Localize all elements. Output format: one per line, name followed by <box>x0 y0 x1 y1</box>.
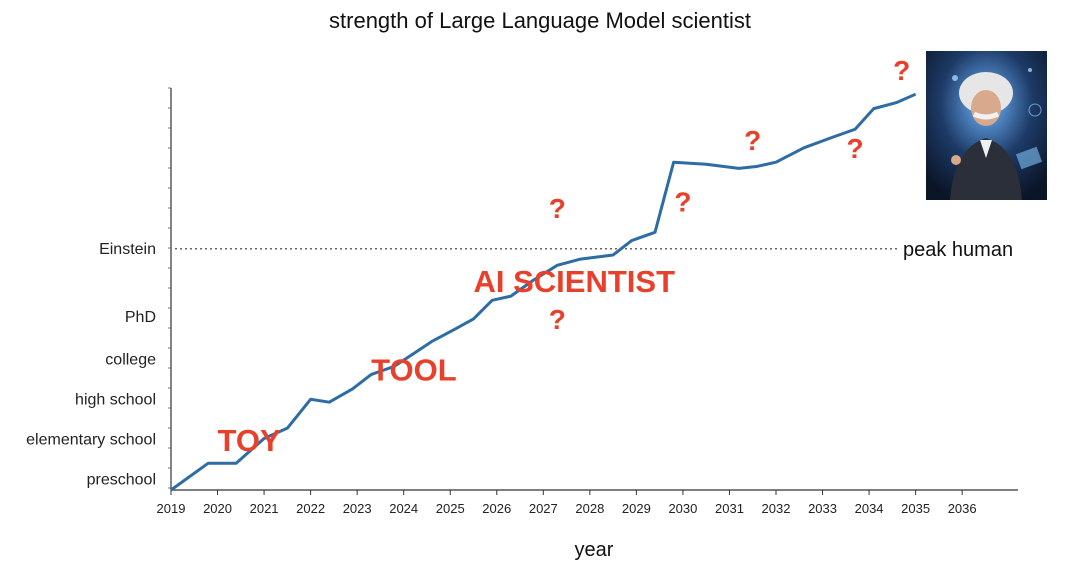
x-tick-label: 2033 <box>808 501 837 516</box>
x-tick-label: 2021 <box>250 501 279 516</box>
y-category-label: high school <box>75 391 156 408</box>
phase-labels: TOY TOOL AI SCIENTIST <box>218 264 676 458</box>
question-mark-annotation: ? <box>744 125 761 156</box>
phase-label-ai-scientist: AI SCIENTIST <box>474 264 676 299</box>
x-tick-label: 2035 <box>901 501 930 516</box>
series-lines <box>170 92 917 492</box>
x-tick-label: 2019 <box>157 501 186 516</box>
x-tick-label: 2026 <box>482 501 511 516</box>
x-tick-labels: 2019 2020 2021 2022 2023 2024 2025 2026 2027 2028… <box>157 490 977 516</box>
x-tick-label: 2023 <box>343 501 372 516</box>
x-tick-label: 2027 <box>529 501 558 516</box>
x-tick-label: 2020 <box>203 501 232 516</box>
phase-label-tool: TOOL <box>371 353 457 388</box>
x-axis-title: year <box>575 539 614 561</box>
x-tick-label: 2036 <box>948 501 977 516</box>
chart-title: strength of Large Language Model scienti… <box>329 8 751 33</box>
question-mark-annotation: ? <box>549 193 566 224</box>
y-category-label: Einstein <box>99 241 156 258</box>
series-line-0 <box>170 92 917 492</box>
peak-human-reference: peak human <box>175 239 1013 261</box>
y-category-labels: preschool elementary school high school col… <box>26 241 156 489</box>
y-category-label: college <box>105 351 156 368</box>
x-tick-label: 2022 <box>296 501 325 516</box>
y-category-label: elementary school <box>26 432 156 449</box>
x-tick-label: 2025 <box>436 501 465 516</box>
phase-label-toy: TOY <box>218 423 281 458</box>
axes <box>168 87 1018 491</box>
einstein-robot-portrait <box>926 51 1047 200</box>
question-mark-annotation: ? <box>674 187 691 218</box>
y-category-label: PhD <box>125 309 156 326</box>
x-tick-label: 2034 <box>855 501 884 516</box>
x-tick-label: 2032 <box>762 501 791 516</box>
x-tick-label: 2029 <box>622 501 651 516</box>
x-tick-label: 2024 <box>389 501 418 516</box>
x-tick-label: 2031 <box>715 501 744 516</box>
question-mark-annotation: ? <box>847 133 864 164</box>
peak-human-label: peak human <box>903 239 1013 261</box>
y-category-label: preschool <box>87 472 156 489</box>
question-mark-annotation: ? <box>893 55 910 86</box>
question-mark-annotation: ? <box>549 304 566 335</box>
x-tick-label: 2030 <box>668 501 697 516</box>
x-tick-label: 2028 <box>575 501 604 516</box>
question-annotations: ?????? <box>549 55 910 335</box>
